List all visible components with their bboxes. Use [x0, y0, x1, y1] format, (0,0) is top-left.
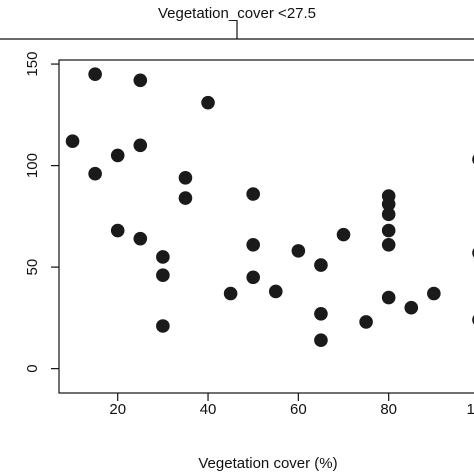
data-point — [427, 286, 441, 301]
data-point — [381, 237, 396, 252]
data-point — [314, 333, 328, 348]
x-tick-label: 100 — [466, 401, 474, 418]
data-points — [65, 67, 474, 348]
data-point — [246, 270, 260, 285]
data-point — [381, 290, 396, 305]
data-point — [246, 187, 260, 201]
y-tick-label: 0 — [24, 364, 41, 372]
data-point — [381, 197, 396, 211]
data-point — [359, 315, 373, 329]
data-point — [178, 191, 193, 205]
x-axis-title: Vegetation cover (%) — [198, 455, 337, 472]
data-point — [133, 73, 148, 88]
data-point — [88, 166, 102, 181]
data-point — [336, 227, 351, 242]
plot-frame — [58, 59, 474, 394]
data-point — [246, 237, 260, 252]
data-point — [314, 307, 328, 321]
data-point — [156, 250, 170, 264]
data-point — [381, 207, 396, 222]
x-tick-label: 80 — [380, 401, 397, 418]
x-axis: 20 40 60 80 100 — [109, 393, 474, 418]
data-point — [110, 223, 125, 238]
y-axis: 0 50 100 150 — [24, 52, 59, 373]
y-tick-label: 50 — [24, 259, 41, 276]
split-label: Vegetation_cover <27.5 — [158, 5, 316, 22]
data-point — [268, 284, 283, 299]
data-point — [291, 244, 306, 258]
data-point — [223, 286, 238, 301]
y-tick-label: 100 — [24, 153, 41, 178]
data-point — [65, 134, 80, 149]
x-tick-label: 20 — [109, 401, 126, 418]
y-tick-label: 150 — [24, 52, 41, 77]
data-point — [110, 148, 125, 163]
data-point — [178, 170, 193, 185]
data-point — [381, 223, 396, 238]
x-tick-label: 60 — [290, 401, 307, 418]
split-header: Vegetation_cover <27.5 — [0, 5, 474, 40]
data-point — [314, 258, 328, 272]
data-point — [156, 268, 170, 283]
data-point — [201, 95, 215, 110]
data-point — [133, 138, 148, 153]
data-point — [88, 67, 102, 82]
data-point — [156, 319, 170, 333]
data-point — [133, 231, 148, 246]
x-tick-label: 40 — [200, 401, 217, 418]
data-point — [404, 300, 419, 315]
